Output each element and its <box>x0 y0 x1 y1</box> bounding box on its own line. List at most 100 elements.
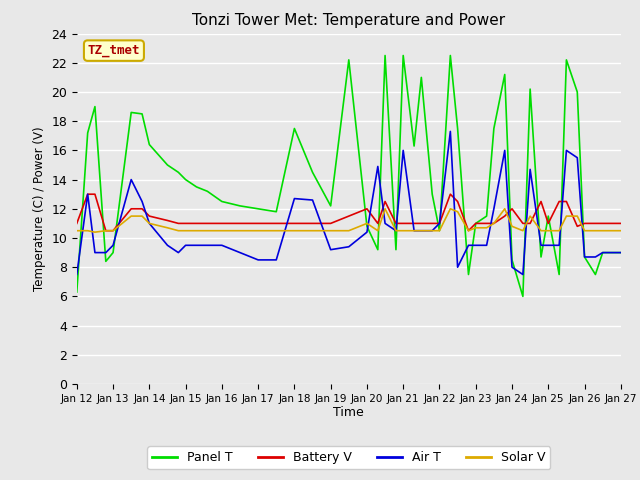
Panel T <box>563 57 570 63</box>
Battery V <box>580 220 588 226</box>
Solar V <box>175 228 182 234</box>
Air T <box>483 242 490 248</box>
Air T <box>428 228 436 234</box>
Line: Air T: Air T <box>77 132 621 275</box>
Panel T <box>573 89 581 95</box>
Panel T <box>526 86 534 92</box>
Text: TZ_tmet: TZ_tmet <box>88 44 140 57</box>
Air T <box>327 247 335 252</box>
Battery V <box>483 220 490 226</box>
Air T <box>127 177 135 182</box>
Battery V <box>204 220 211 226</box>
Air T <box>610 250 618 255</box>
Panel T <box>84 130 92 136</box>
Solar V <box>556 228 563 234</box>
Air T <box>591 254 599 260</box>
Solar V <box>599 228 607 234</box>
Air T <box>501 147 509 153</box>
Air T <box>308 197 316 203</box>
Battery V <box>73 220 81 226</box>
Air T <box>273 257 280 263</box>
Air T <box>164 242 172 248</box>
Air T <box>472 242 479 248</box>
Panel T <box>610 250 618 255</box>
Battery V <box>465 228 472 234</box>
Panel T <box>436 228 444 234</box>
Solar V <box>526 213 534 219</box>
Air T <box>399 147 407 153</box>
Panel T <box>545 213 552 219</box>
Y-axis label: Temperature (C) / Power (V): Temperature (C) / Power (V) <box>33 127 45 291</box>
Air T <box>204 242 211 248</box>
Solar V <box>610 228 618 234</box>
Solar V <box>454 209 461 215</box>
Air T <box>573 155 581 161</box>
Panel T <box>465 272 472 277</box>
Battery V <box>327 220 335 226</box>
Solar V <box>563 213 570 219</box>
Panel T <box>145 142 153 147</box>
Battery V <box>84 192 92 197</box>
Battery V <box>345 213 353 219</box>
Air T <box>363 229 371 235</box>
Battery V <box>556 199 563 204</box>
Panel T <box>308 169 316 175</box>
Battery V <box>291 220 298 226</box>
Line: Solar V: Solar V <box>77 209 621 232</box>
Air T <box>508 264 516 270</box>
Solar V <box>91 229 99 235</box>
Air T <box>599 250 607 255</box>
Panel T <box>472 220 479 226</box>
Solar V <box>327 228 335 234</box>
Solar V <box>573 213 581 219</box>
Panel T <box>182 177 189 182</box>
Battery V <box>145 213 153 219</box>
Panel T <box>447 53 454 59</box>
Solar V <box>591 228 599 234</box>
Air T <box>436 220 444 226</box>
Battery V <box>501 213 509 219</box>
Panel T <box>73 289 81 295</box>
Battery V <box>599 220 607 226</box>
Solar V <box>465 228 472 234</box>
Solar V <box>537 228 545 234</box>
Solar V <box>236 228 244 234</box>
Air T <box>526 167 534 172</box>
Battery V <box>218 220 226 226</box>
Solar V <box>436 228 444 234</box>
Solar V <box>483 225 490 231</box>
Panel T <box>273 209 280 215</box>
Panel T <box>374 247 381 252</box>
Solar V <box>193 228 200 234</box>
Battery V <box>563 199 570 204</box>
Battery V <box>381 199 389 204</box>
Line: Battery V: Battery V <box>77 194 621 231</box>
Solar V <box>399 228 407 234</box>
Air T <box>73 272 81 277</box>
Solar V <box>417 228 425 234</box>
Solar V <box>519 228 527 234</box>
Panel T <box>291 126 298 132</box>
Battery V <box>417 220 425 226</box>
Battery V <box>490 220 498 226</box>
Solar V <box>254 228 262 234</box>
Solar V <box>490 220 498 226</box>
Battery V <box>447 192 454 197</box>
Panel T <box>410 143 418 149</box>
Air T <box>617 250 625 255</box>
Panel T <box>138 111 146 117</box>
Air T <box>410 228 418 234</box>
Panel T <box>236 203 244 209</box>
Solar V <box>84 228 92 234</box>
Battery V <box>573 224 581 229</box>
Air T <box>254 257 262 263</box>
Air T <box>545 242 552 248</box>
Battery V <box>519 220 527 226</box>
Air T <box>182 242 189 248</box>
Panel T <box>327 203 335 209</box>
Panel T <box>454 126 461 132</box>
Solar V <box>109 228 117 234</box>
Air T <box>537 242 545 248</box>
Panel T <box>428 192 436 197</box>
Panel T <box>591 272 599 277</box>
